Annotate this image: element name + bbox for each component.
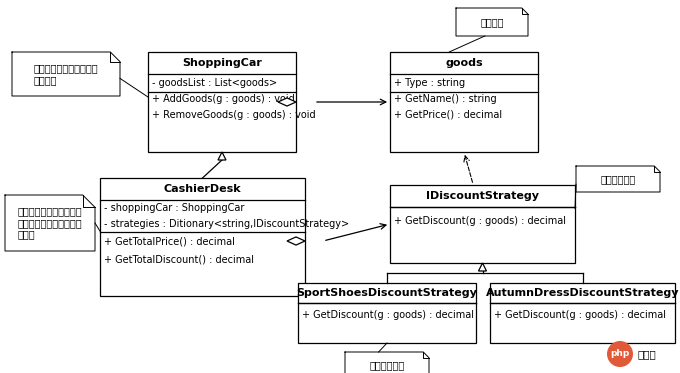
Circle shape — [607, 341, 633, 367]
Text: + GetDiscount(g : goods) : decimal: + GetDiscount(g : goods) : decimal — [494, 310, 666, 320]
Text: IDiscountStrategy: IDiscountStrategy — [426, 191, 539, 201]
Text: + GetTotalDiscount() : decimal: + GetTotalDiscount() : decimal — [104, 254, 254, 264]
Polygon shape — [479, 263, 486, 271]
Text: 购物车：负责管理顾客购
买的商品: 购物车：负责管理顾客购 买的商品 — [34, 63, 99, 85]
Text: + GetDiscount(g : goods) : decimal: + GetDiscount(g : goods) : decimal — [394, 216, 566, 226]
Text: 具体商品: 具体商品 — [480, 17, 504, 27]
Bar — [490, 283, 675, 343]
Bar — [390, 52, 538, 152]
Text: php: php — [611, 350, 630, 358]
Polygon shape — [12, 52, 120, 96]
Text: SportShoesDiscountStrategy: SportShoesDiscountStrategy — [296, 288, 477, 298]
Text: + GetName() : string: + GetName() : string — [394, 94, 496, 104]
Text: goods: goods — [445, 58, 483, 68]
Polygon shape — [456, 8, 528, 36]
Bar — [148, 52, 296, 152]
Bar — [100, 178, 305, 296]
Polygon shape — [576, 166, 660, 192]
Polygon shape — [287, 237, 305, 245]
Text: 抽象策略角色: 抽象策略角色 — [600, 174, 636, 184]
Text: - strategies : Ditionary<string,IDiscountStrategy>: - strategies : Ditionary<string,IDiscoun… — [104, 219, 349, 229]
Text: - goodsList : List<goods>: - goodsList : List<goods> — [152, 78, 277, 88]
Text: 具体策略角色: 具体策略角色 — [369, 360, 405, 370]
Text: 收銀台，负责计算顾客消
费多少錢和所有商品打折
多少錢: 收銀台，负责计算顾客消 费多少錢和所有商品打折 多少錢 — [18, 206, 82, 239]
Polygon shape — [5, 195, 95, 251]
Text: - shoppingCar : ShoppingCar: - shoppingCar : ShoppingCar — [104, 203, 244, 213]
Text: 中文网: 中文网 — [638, 349, 657, 359]
Text: AutumnDressDiscountStrategy: AutumnDressDiscountStrategy — [486, 288, 679, 298]
Bar — [390, 185, 575, 263]
Text: CashierDesk: CashierDesk — [164, 184, 241, 194]
Polygon shape — [345, 352, 429, 373]
Text: + GetTotalPrice() : decimal: + GetTotalPrice() : decimal — [104, 236, 235, 246]
Text: + GetDiscount(g : goods) : decimal: + GetDiscount(g : goods) : decimal — [302, 310, 474, 320]
Text: + Type : string: + Type : string — [394, 78, 465, 88]
Text: + RemoveGoods(g : goods) : void: + RemoveGoods(g : goods) : void — [152, 110, 316, 119]
Text: + AddGoods(g : goods) : void: + AddGoods(g : goods) : void — [152, 94, 294, 104]
Polygon shape — [218, 152, 226, 160]
Text: + GetPrice() : decimal: + GetPrice() : decimal — [394, 110, 502, 119]
Polygon shape — [278, 98, 296, 106]
Text: ShoppingCar: ShoppingCar — [182, 58, 262, 68]
Bar — [298, 283, 476, 343]
